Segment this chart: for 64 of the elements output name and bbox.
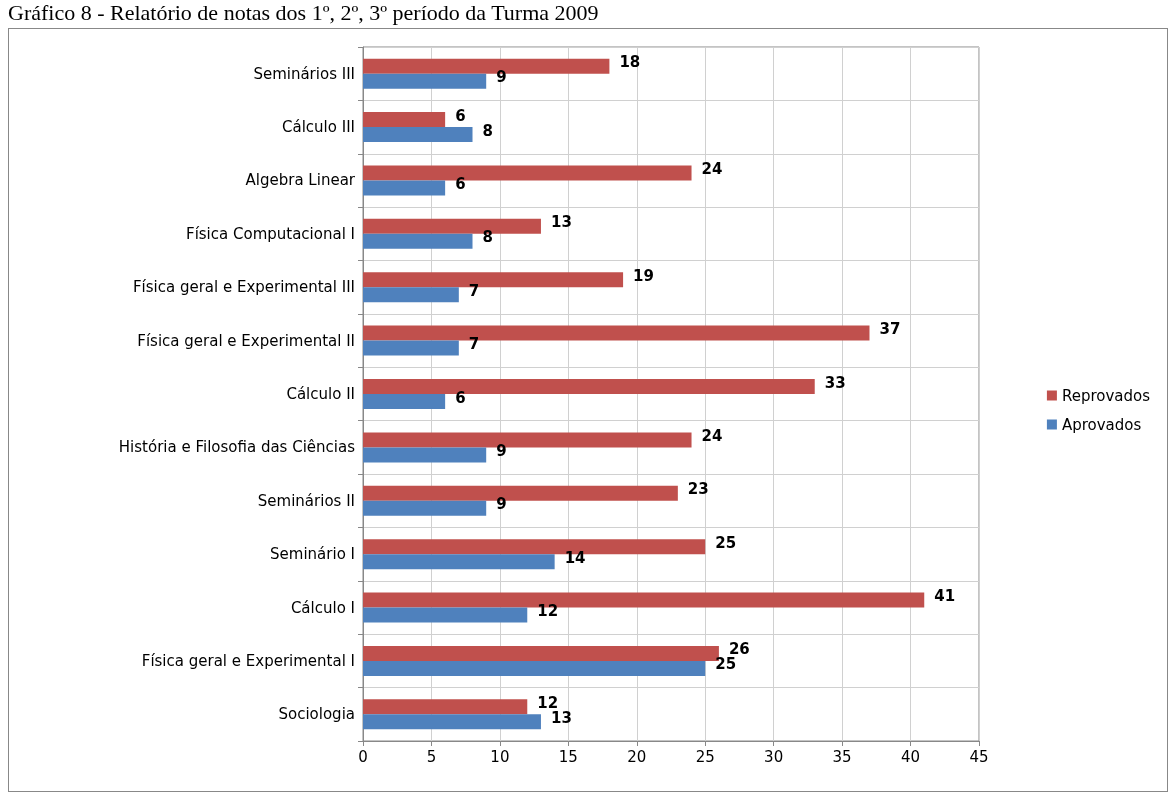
y-tick-label: História e Filosofia das Ciências [118, 438, 356, 457]
bar [363, 607, 528, 623]
x-tick-label: 20 [627, 747, 647, 766]
bar [363, 340, 459, 356]
bar [363, 180, 446, 196]
data-label: 13 [550, 213, 572, 232]
chart-title: Gráfico 8 - Relatório de notas dos 1º, 2º, 3º período da Turma 2009 [8, 0, 599, 26]
x-tick-label: 35 [832, 747, 852, 766]
data-label: 25 [715, 533, 737, 552]
data-label: 8 [482, 121, 493, 140]
bar [363, 447, 487, 463]
y-tick-label: Física Computacional I [186, 224, 355, 243]
y-tick-label: Física geral e Experimental I [141, 651, 355, 670]
y-tick-label: Sociologia [278, 705, 355, 724]
legend-label: Reprovados [1061, 386, 1151, 405]
data-label: 9 [496, 495, 507, 514]
data-label: 25 [715, 655, 737, 674]
bar [363, 112, 446, 128]
x-tick-label: 15 [558, 747, 578, 766]
data-label: 7 [468, 281, 480, 300]
data-label: 9 [496, 68, 507, 87]
data-label: 24 [701, 159, 723, 178]
x-tick-label: 25 [695, 747, 715, 766]
x-tick-label: 0 [358, 747, 368, 766]
y-tick-label: Seminário I [270, 545, 355, 564]
data-label: 8 [482, 228, 493, 247]
data-label: 23 [687, 480, 709, 499]
data-label: 12 [537, 602, 559, 621]
bar [363, 714, 541, 730]
bar [363, 660, 706, 676]
data-label: 33 [824, 373, 846, 392]
data-label: 9 [496, 441, 507, 460]
data-label: 6 [455, 388, 466, 407]
x-tick-label: 40 [901, 747, 921, 766]
x-tick-label: 10 [490, 747, 510, 766]
data-label: 7 [468, 335, 480, 354]
y-tick-label: Algebra Linear [245, 171, 356, 190]
data-label: 19 [633, 266, 654, 285]
y-tick-label: Cálculo II [286, 385, 355, 403]
bar [363, 73, 487, 89]
x-tick-label: 30 [764, 747, 784, 766]
y-tick-label: Cálculo III [282, 118, 355, 137]
data-label: 41 [934, 587, 956, 606]
bar [363, 500, 487, 516]
bar [363, 127, 473, 143]
legend-label: Aprovados [1061, 415, 1142, 434]
data-label: 14 [564, 548, 586, 567]
bar [363, 699, 528, 715]
data-label: 24 [701, 426, 723, 445]
x-tick-label: 5 [426, 747, 437, 766]
bar [363, 554, 555, 570]
data-label: 6 [455, 174, 466, 193]
data-label: 18 [619, 53, 641, 72]
y-tick-label: Física geral e Experimental III [132, 278, 355, 297]
y-tick-label: Seminários III [253, 64, 355, 83]
data-label: 37 [879, 320, 901, 339]
bar [363, 394, 446, 409]
y-tick-label: Cálculo I [290, 598, 355, 617]
x-tick-label: 45 [969, 747, 989, 766]
data-label: 6 [455, 106, 466, 125]
bar [363, 233, 473, 249]
y-tick-label: Seminários II [257, 491, 355, 510]
y-tick-label: Física geral e Experimental II [137, 331, 355, 350]
bar [363, 287, 459, 303]
